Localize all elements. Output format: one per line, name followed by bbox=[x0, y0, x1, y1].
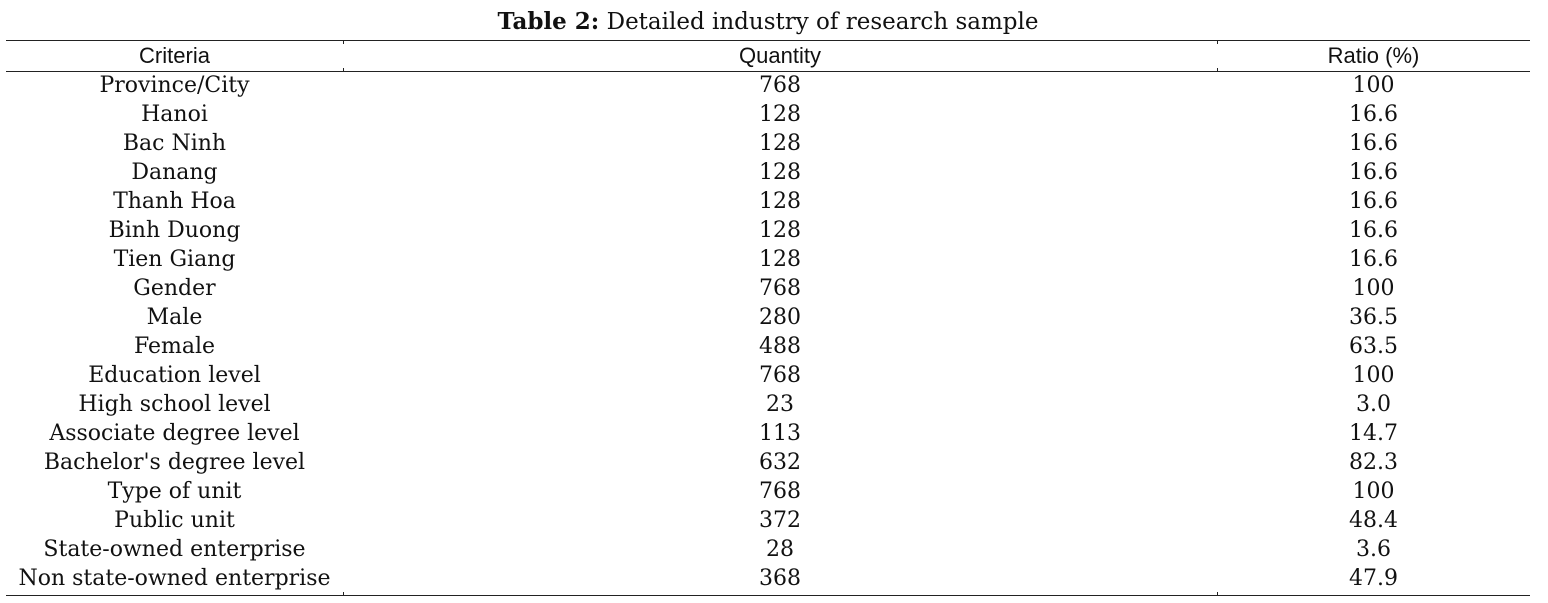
quantity-cell: 488 bbox=[759, 334, 801, 359]
table-header-row: Criteria Quantity Ratio (%) bbox=[6, 41, 1530, 71]
ratio-cell: 16.6 bbox=[1349, 102, 1398, 127]
quantity-cell: 280 bbox=[759, 305, 801, 330]
ratio-cell: 16.6 bbox=[1349, 247, 1398, 272]
table-row: Type of unit 768 100 bbox=[6, 477, 1530, 506]
quantity-cell: 632 bbox=[759, 450, 801, 475]
quantity-cell: 113 bbox=[759, 421, 801, 446]
ratio-cell: 82.3 bbox=[1349, 450, 1398, 475]
column-header-criteria: Criteria bbox=[139, 43, 210, 68]
ratio-cell: 16.6 bbox=[1349, 131, 1398, 156]
quantity-cell: 372 bbox=[759, 508, 801, 533]
column-divider-tick bbox=[1217, 41, 1218, 44]
ratio-cell: 16.6 bbox=[1349, 189, 1398, 214]
column-header-ratio: Ratio (%) bbox=[1327, 43, 1420, 68]
column-divider-tick bbox=[343, 68, 344, 71]
table-caption-text: Detailed industry of research sample bbox=[599, 9, 1039, 35]
table-row: High school level 23 3.0 bbox=[6, 390, 1530, 419]
table-row: Non state-owned enterprise 368 47.9 bbox=[6, 564, 1530, 593]
quantity-cell: 368 bbox=[759, 566, 801, 591]
criteria-cell: Non state-owned enterprise bbox=[18, 566, 331, 591]
table-caption: Table 2: Detailed industry of research s… bbox=[0, 6, 1536, 38]
ratio-cell: 47.9 bbox=[1349, 566, 1398, 591]
criteria-cell: High school level bbox=[78, 392, 271, 417]
criteria-cell: State-owned enterprise bbox=[43, 537, 306, 562]
table-row: State-owned enterprise 28 3.6 bbox=[6, 535, 1530, 564]
criteria-cell: Thanh Hoa bbox=[113, 189, 236, 214]
criteria-cell: Bac Ninh bbox=[122, 131, 227, 156]
table-row: Associate degree level 113 14.7 bbox=[6, 419, 1530, 448]
ratio-cell: 63.5 bbox=[1349, 334, 1398, 359]
column-divider-tick bbox=[343, 41, 344, 44]
ratio-cell: 16.6 bbox=[1349, 218, 1398, 243]
research-sample-table: Criteria Quantity Ratio (%) Province/Cit… bbox=[6, 41, 1530, 593]
quantity-cell: 23 bbox=[766, 392, 794, 417]
table-row: Danang 128 16.6 bbox=[6, 158, 1530, 187]
criteria-cell: Province/City bbox=[99, 73, 250, 98]
table-row: Province/City 768 100 bbox=[6, 71, 1530, 100]
criteria-cell: Bachelor's degree level bbox=[43, 450, 306, 475]
table-row: Bac Ninh 128 16.6 bbox=[6, 129, 1530, 158]
table-top-rule bbox=[6, 40, 1530, 41]
quantity-cell: 768 bbox=[759, 363, 801, 388]
table-row: Binh Duong 128 16.6 bbox=[6, 216, 1530, 245]
table-row: Male 280 36.5 bbox=[6, 303, 1530, 332]
table-caption-label: Table 2: bbox=[497, 8, 600, 35]
table-row: Bachelor's degree level 632 82.3 bbox=[6, 448, 1530, 477]
ratio-cell: 16.6 bbox=[1349, 160, 1398, 185]
column-header-quantity: Quantity bbox=[739, 43, 821, 68]
table-bottom-rule bbox=[6, 595, 1530, 596]
criteria-cell: Binh Duong bbox=[108, 218, 241, 243]
column-divider-tick bbox=[1217, 68, 1218, 71]
table-row: Public unit 372 48.4 bbox=[6, 506, 1530, 535]
criteria-cell: Danang bbox=[131, 160, 218, 185]
table-header-rule bbox=[6, 71, 1530, 72]
ratio-cell: 14.7 bbox=[1349, 421, 1398, 446]
quantity-cell: 128 bbox=[759, 131, 801, 156]
ratio-cell: 3.0 bbox=[1356, 392, 1391, 417]
ratio-cell: 100 bbox=[1352, 363, 1395, 388]
quantity-cell: 768 bbox=[759, 479, 801, 504]
criteria-cell: Type of unit bbox=[107, 479, 242, 504]
table-row: Tien Giang 128 16.6 bbox=[6, 245, 1530, 274]
table-row: Thanh Hoa 128 16.6 bbox=[6, 187, 1530, 216]
ratio-cell: 100 bbox=[1352, 276, 1395, 301]
criteria-cell: Tien Giang bbox=[113, 247, 236, 272]
table-body: Province/City 768 100 Hanoi 128 16.6 Bac Ninh 1… bbox=[6, 71, 1530, 593]
table-row: Female 488 63.5 bbox=[6, 332, 1530, 361]
ratio-cell: 48.4 bbox=[1349, 508, 1398, 533]
table-row: Education level 768 100 bbox=[6, 361, 1530, 390]
quantity-cell: 768 bbox=[759, 73, 801, 98]
quantity-cell: 128 bbox=[759, 160, 801, 185]
table-row: Hanoi 128 16.6 bbox=[6, 100, 1530, 129]
criteria-cell: Associate degree level bbox=[49, 421, 300, 446]
quantity-cell: 128 bbox=[759, 247, 801, 272]
criteria-cell: Gender bbox=[133, 276, 216, 301]
ratio-cell: 100 bbox=[1352, 73, 1395, 98]
criteria-cell: Public unit bbox=[114, 508, 235, 533]
criteria-cell: Education level bbox=[88, 363, 261, 388]
quantity-cell: 28 bbox=[766, 537, 794, 562]
quantity-cell: 128 bbox=[759, 189, 801, 214]
ratio-cell: 36.5 bbox=[1349, 305, 1398, 330]
ratio-cell: 100 bbox=[1352, 479, 1395, 504]
table-row: Gender 768 100 bbox=[6, 274, 1530, 303]
quantity-cell: 768 bbox=[759, 276, 801, 301]
column-divider-tick bbox=[343, 592, 344, 595]
quantity-cell: 128 bbox=[759, 218, 801, 243]
criteria-cell: Male bbox=[146, 305, 203, 330]
criteria-cell: Female bbox=[133, 334, 216, 359]
criteria-cell: Hanoi bbox=[141, 102, 208, 127]
quantity-cell: 128 bbox=[759, 102, 801, 127]
ratio-cell: 3.6 bbox=[1356, 537, 1391, 562]
column-divider-tick bbox=[1217, 592, 1218, 595]
